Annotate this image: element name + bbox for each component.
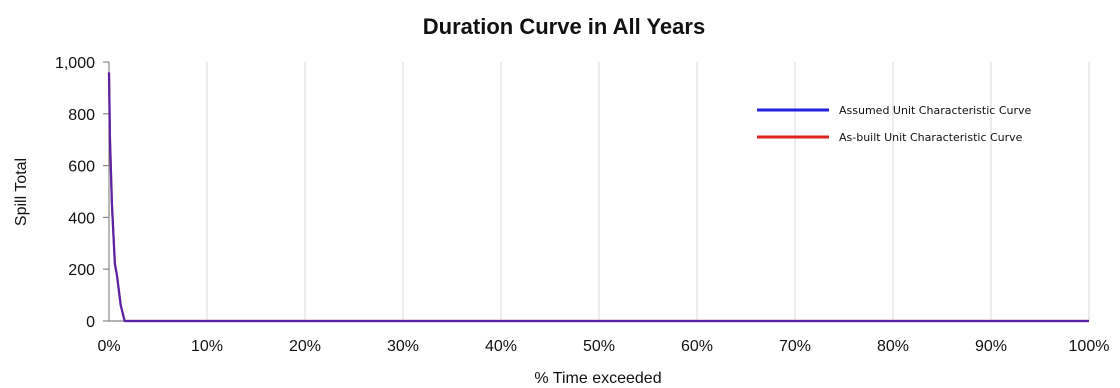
x-tick-label: 80% bbox=[877, 338, 909, 355]
x-tick-label: 10% bbox=[191, 338, 223, 355]
x-tick-label: 20% bbox=[289, 338, 321, 355]
x-tick-label: 40% bbox=[485, 338, 517, 355]
chart-title: Duration Curve in All Years bbox=[423, 14, 705, 39]
x-tick-label: 50% bbox=[583, 338, 615, 355]
grid-lines bbox=[206, 62, 1090, 321]
series-lines bbox=[107, 72, 1089, 323]
y-tick-label: 800 bbox=[68, 107, 95, 124]
x-axis-label: % Time exceeded bbox=[534, 370, 661, 387]
y-tick-labels: 0 200 400 600 800 1,000 bbox=[55, 55, 95, 331]
x-tick-label: 90% bbox=[975, 338, 1007, 355]
series-line-assumed bbox=[107, 72, 1089, 323]
legend-entry-label: Assumed Unit Characteristic Curve bbox=[839, 104, 1032, 117]
y-tick-label: 600 bbox=[68, 159, 95, 176]
x-tick-label: 60% bbox=[681, 338, 713, 355]
legend: Assumed Unit Characteristic Curve As-buil… bbox=[757, 104, 1032, 144]
x-tick-label: 70% bbox=[779, 338, 811, 355]
axes bbox=[103, 61, 1089, 322]
y-tick-label: 0 bbox=[86, 314, 95, 331]
y-axis-label: Spill Total bbox=[13, 158, 30, 226]
x-tick-labels: 0% 10% 20% 30% 40% 50% 60% 70% 80% 90% 100% bbox=[97, 338, 1109, 355]
x-tick-label: 100% bbox=[1069, 338, 1110, 355]
y-tick-label: 400 bbox=[68, 210, 95, 227]
y-tick-label: 1,000 bbox=[55, 55, 95, 72]
legend-entry-label: As-built Unit Characteristic Curve bbox=[839, 131, 1023, 144]
y-tick-label: 200 bbox=[68, 262, 95, 279]
x-tick-label: 30% bbox=[387, 338, 419, 355]
x-tick-label: 0% bbox=[97, 338, 120, 355]
